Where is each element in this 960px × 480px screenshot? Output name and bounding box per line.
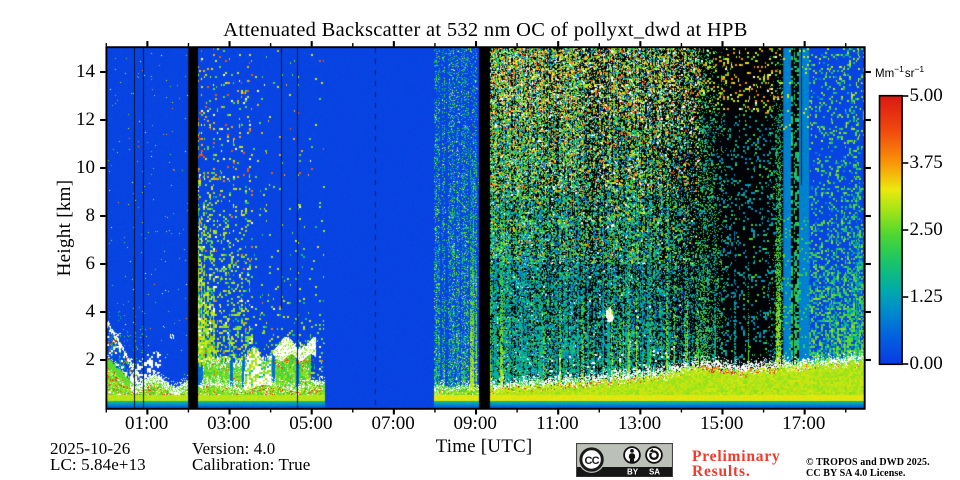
svg-text:SA: SA bbox=[649, 467, 660, 476]
svg-text:BY: BY bbox=[627, 467, 639, 476]
svg-text:CC: CC bbox=[584, 455, 599, 467]
